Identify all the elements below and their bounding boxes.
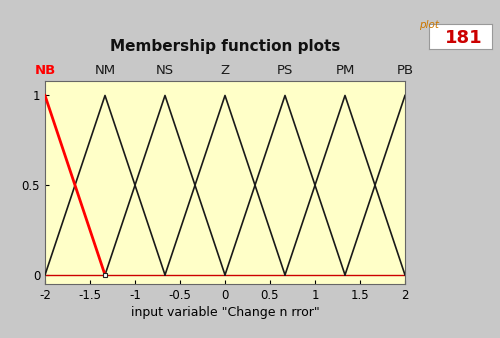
Text: PB: PB [396,64,413,77]
X-axis label: input variable "Change n rror": input variable "Change n rror" [130,306,320,319]
Text: 181: 181 [444,29,482,47]
Text: PM: PM [336,64,354,77]
Title: Membership function plots: Membership function plots [110,39,340,53]
Text: NB: NB [34,64,56,77]
Text: plot: plot [419,20,439,30]
Text: Z: Z [220,64,230,77]
Text: NM: NM [94,64,116,77]
Text: NS: NS [156,64,174,77]
Text: PS: PS [277,64,293,77]
